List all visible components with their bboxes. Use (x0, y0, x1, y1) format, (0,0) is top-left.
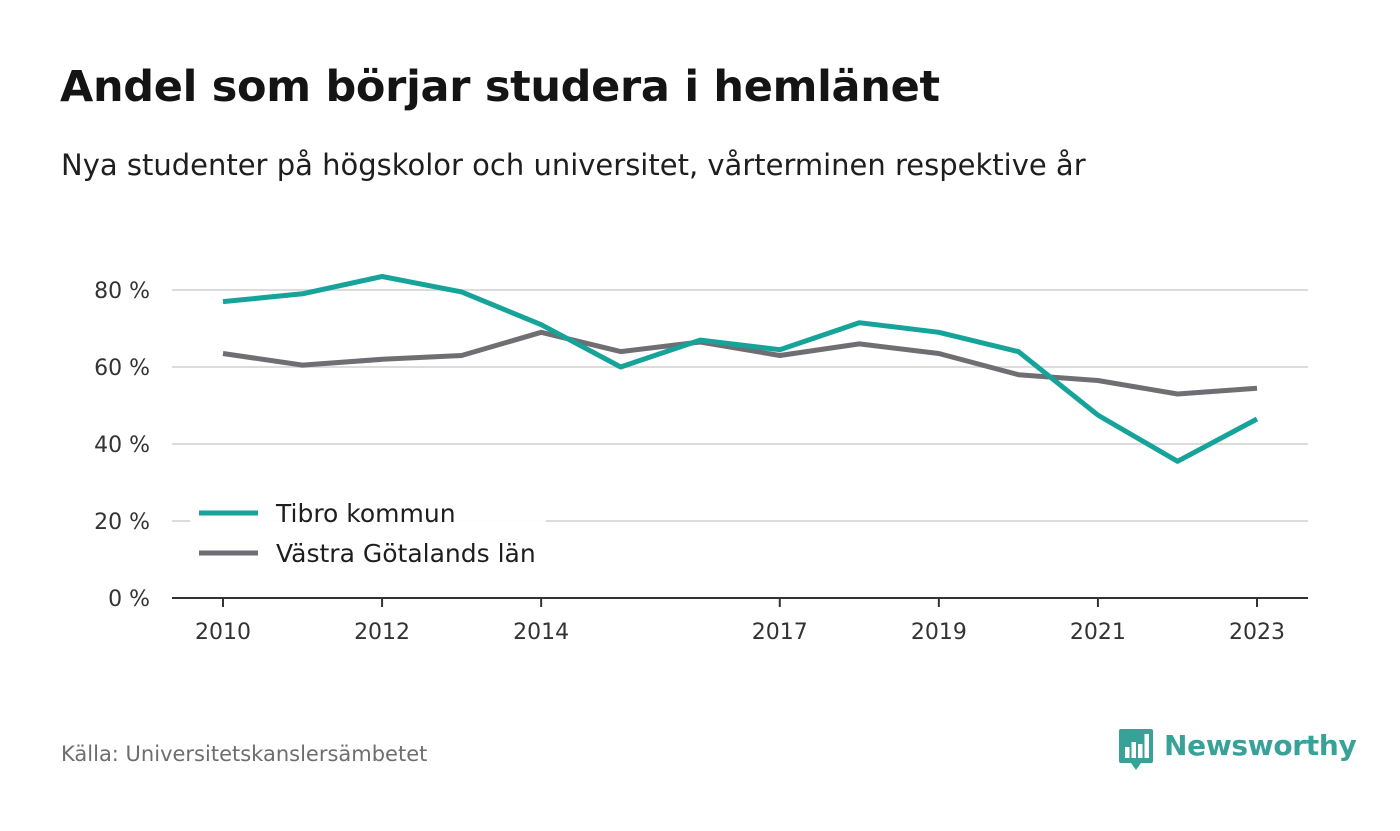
legend-label: Tibro kommun (275, 499, 456, 528)
x-tick-label: 2017 (752, 620, 808, 645)
y-tick-label: 0 % (108, 587, 150, 612)
bar-chart-speech-bubble-icon (1119, 729, 1153, 770)
series-line-tibro-kommun (222, 274, 1259, 464)
y-tick-label: 40 % (94, 433, 150, 458)
y-tick-label: 20 % (94, 510, 150, 535)
series-lines (222, 274, 1259, 464)
x-tick-label: 2014 (513, 620, 569, 645)
legend-background (190, 490, 546, 578)
y-axis-ticks: 0 % 20 % 40 % 60 % 80 % (94, 279, 150, 612)
x-axis: 2010 2012 2014 2017 2019 2021 2023 (172, 597, 1308, 645)
x-tick-label: 2023 (1229, 620, 1285, 645)
source-note: Källa: Universitetskanslersämbetet (61, 742, 428, 766)
x-tick-label: 2019 (911, 620, 967, 645)
chart-title: Andel som börjar studera i hemlänet (60, 62, 940, 112)
line-chart: 0 % 20 % 40 % 60 % 80 % 2010 2012 2014 2017 2019… (94, 274, 1308, 645)
legend: Tibro kommun Västra Götalands län (190, 490, 546, 578)
x-tick-label: 2010 (195, 620, 251, 645)
gridlines (172, 289, 1308, 522)
series-line-vastra-gotalands-lan (222, 329, 1258, 397)
y-tick-label: 80 % (94, 279, 150, 304)
newsworthy-logo: Newsworthy (1118, 728, 1357, 774)
logo-wordmark: Newsworthy (1164, 729, 1357, 762)
legend-label: Västra Götalands län (276, 539, 536, 568)
x-tick-label: 2012 (354, 620, 410, 645)
x-tick-label: 2021 (1070, 620, 1126, 645)
y-tick-label: 60 % (94, 356, 150, 381)
chart-subtitle: Nya studenter på högskolor och universit… (61, 148, 1086, 182)
